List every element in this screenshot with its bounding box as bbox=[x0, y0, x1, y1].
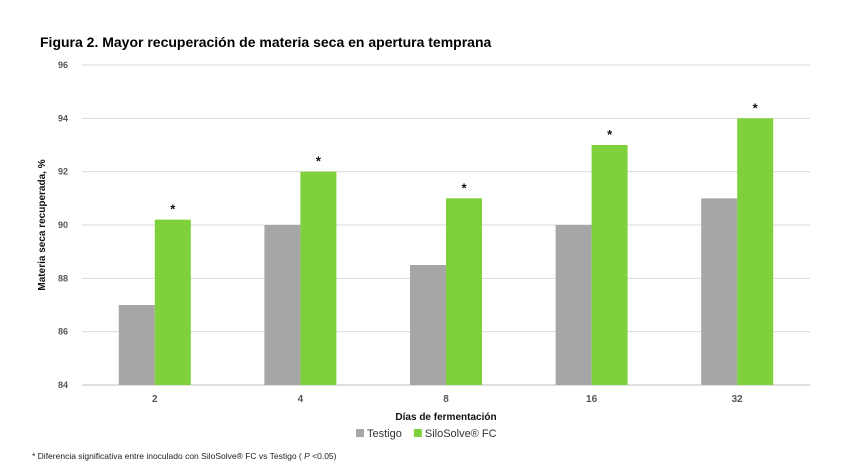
bar bbox=[264, 225, 301, 385]
x-axis-title: Días de fermentación bbox=[395, 412, 496, 423]
bar bbox=[446, 198, 482, 385]
x-tick-label: 8 bbox=[443, 394, 449, 405]
bar bbox=[701, 198, 738, 385]
legend-swatch bbox=[356, 429, 364, 437]
y-tick-label: 96 bbox=[58, 60, 68, 70]
legend-label: SiloSolve® FC bbox=[425, 428, 497, 440]
legend: Testigo SiloSolve® FC bbox=[356, 428, 497, 440]
x-tick-label: 16 bbox=[586, 394, 598, 405]
bar bbox=[591, 145, 628, 385]
bar bbox=[410, 265, 446, 385]
footnote: * Diferencia significativa entre inocula… bbox=[32, 451, 336, 461]
y-tick-label: 90 bbox=[58, 220, 68, 230]
bar bbox=[300, 171, 337, 385]
significance-marker: * bbox=[316, 154, 322, 169]
footnote-suffix: <0.05) bbox=[309, 451, 337, 461]
y-tick-label: 84 bbox=[58, 380, 68, 390]
significance-marker: * bbox=[753, 100, 759, 115]
y-tick-label: 92 bbox=[58, 167, 68, 177]
x-tick-label: 4 bbox=[298, 394, 304, 405]
legend-swatch bbox=[413, 429, 422, 437]
bar bbox=[154, 219, 191, 385]
x-tick-label: 32 bbox=[732, 394, 744, 405]
footnote-p: P bbox=[304, 451, 310, 461]
bar bbox=[118, 305, 155, 385]
y-tick-label: 94 bbox=[58, 113, 68, 123]
y-axis-title: Materia seca recuperada, % bbox=[37, 159, 48, 290]
y-tick-label: 86 bbox=[58, 327, 68, 337]
significance-markers: * * * * * bbox=[170, 100, 758, 216]
footnote-prefix: * Diferencia significativa entre inocula… bbox=[32, 451, 305, 461]
chart-title: Figura 2. Mayor recuperación de materia … bbox=[40, 34, 492, 50]
bar bbox=[737, 118, 774, 385]
y-tick-label: 88 bbox=[58, 273, 68, 283]
bar bbox=[555, 225, 592, 385]
significance-marker: * bbox=[461, 180, 467, 195]
significance-marker: * bbox=[170, 202, 176, 217]
significance-marker: * bbox=[607, 127, 613, 142]
y-axis-ticks: 84 86 88 90 92 94 96 bbox=[58, 60, 68, 390]
legend-label: Testigo bbox=[367, 428, 402, 440]
x-axis-ticks: 2 4 8 16 32 bbox=[152, 394, 743, 405]
x-tick-label: 2 bbox=[152, 394, 158, 405]
bars bbox=[118, 118, 774, 385]
